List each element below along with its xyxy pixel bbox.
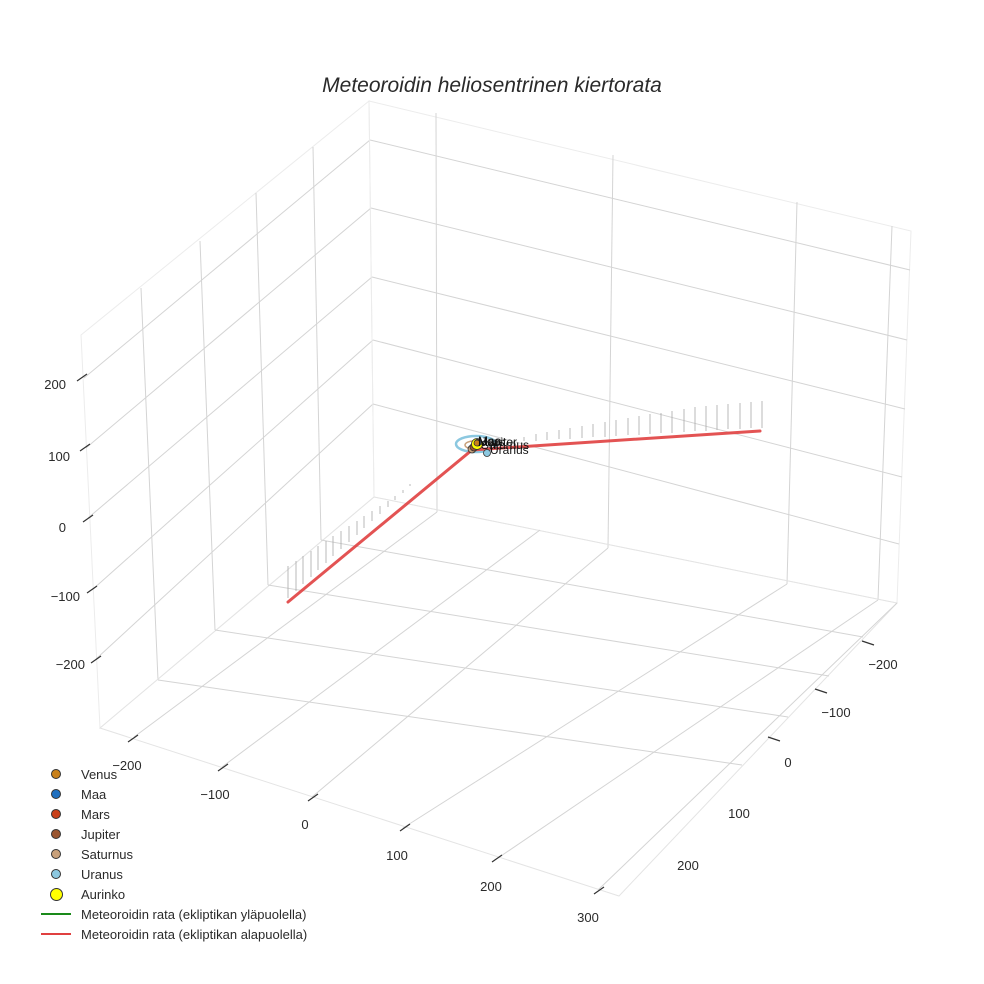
legend-item-trajectory-above[interactable]: Meteoroidin rata (ekliptikan yläpuolella…	[36, 904, 307, 924]
sun-dot-icon	[49, 887, 63, 901]
chart-title: Meteoroidin heliosentrinen kiertorata	[322, 74, 662, 97]
maa-dot-icon	[51, 789, 61, 799]
svg-text:−200: −200	[868, 657, 897, 672]
svg-text:Uranus: Uranus	[490, 443, 529, 457]
svg-text:200: 200	[677, 858, 699, 873]
svg-text:Saturnus: Saturnus	[481, 438, 529, 452]
planet-labels: Maa Mars Jupiter Saturnus Uranus	[478, 434, 529, 457]
y-axis-tick-labels: −200 −100 0 100 200	[677, 657, 898, 873]
planet-markers[interactable]	[467, 438, 491, 457]
legend-item-trajectory-below[interactable]: Meteoroidin rata (ekliptikan alapuolella…	[36, 924, 307, 944]
svg-text:−100: −100	[821, 705, 850, 720]
svg-text:200: 200	[480, 879, 502, 894]
svg-text:Maa: Maa	[478, 434, 502, 448]
mars-dot-icon	[51, 809, 61, 819]
green-line-icon	[41, 913, 71, 915]
y-axis-ticks	[767, 640, 875, 742]
legend-item-venus[interactable]: Venus	[36, 764, 307, 784]
z-axis-ticks	[76, 373, 102, 664]
svg-text:Mars: Mars	[478, 435, 505, 449]
svg-text:0: 0	[301, 817, 308, 832]
legend-item-aurinko[interactable]: Aurinko	[36, 884, 307, 904]
legend-item-mars[interactable]: Mars	[36, 804, 307, 824]
red-line-icon	[41, 933, 71, 935]
svg-text:0: 0	[784, 755, 791, 770]
svg-text:100: 100	[48, 449, 70, 464]
x-axis-ticks	[127, 734, 605, 895]
right-wall-grid	[368, 100, 912, 604]
svg-text:Jupiter: Jupiter	[481, 435, 517, 449]
legend-item-maa[interactable]: Maa	[36, 784, 307, 804]
svg-text:0: 0	[59, 520, 66, 535]
jupiter-dot-icon	[51, 829, 61, 839]
uranus-dot-icon	[51, 869, 61, 879]
svg-text:−100: −100	[51, 589, 80, 604]
legend-item-uranus[interactable]: Uranus	[36, 864, 307, 884]
legend-item-saturnus[interactable]: Saturnus	[36, 844, 307, 864]
uranus-marker	[483, 449, 491, 457]
venus-dot-icon	[51, 769, 61, 779]
svg-text:100: 100	[728, 806, 750, 821]
left-wall-grid	[80, 99, 375, 730]
svg-text:100: 100	[386, 848, 408, 863]
svg-text:−200: −200	[112, 758, 141, 773]
svg-text:200: 200	[44, 377, 66, 392]
z-axis-tick-labels: 200 100 0 −100 −200	[44, 377, 85, 672]
legend: Venus Maa Mars Jupiter Saturnus Uranus A…	[36, 764, 307, 944]
legend-item-jupiter[interactable]: Jupiter	[36, 824, 307, 844]
x-axis-tick-labels: −200 −100 0 100 200 300	[112, 758, 599, 925]
svg-text:−200: −200	[56, 657, 85, 672]
trajectory-drop-lines	[287, 401, 763, 598]
venus-marker	[473, 439, 481, 447]
svg-text:300: 300	[577, 910, 599, 925]
floor-grid	[98, 496, 898, 897]
saturnus-dot-icon	[51, 849, 61, 859]
svg-text:−100: −100	[200, 787, 229, 802]
